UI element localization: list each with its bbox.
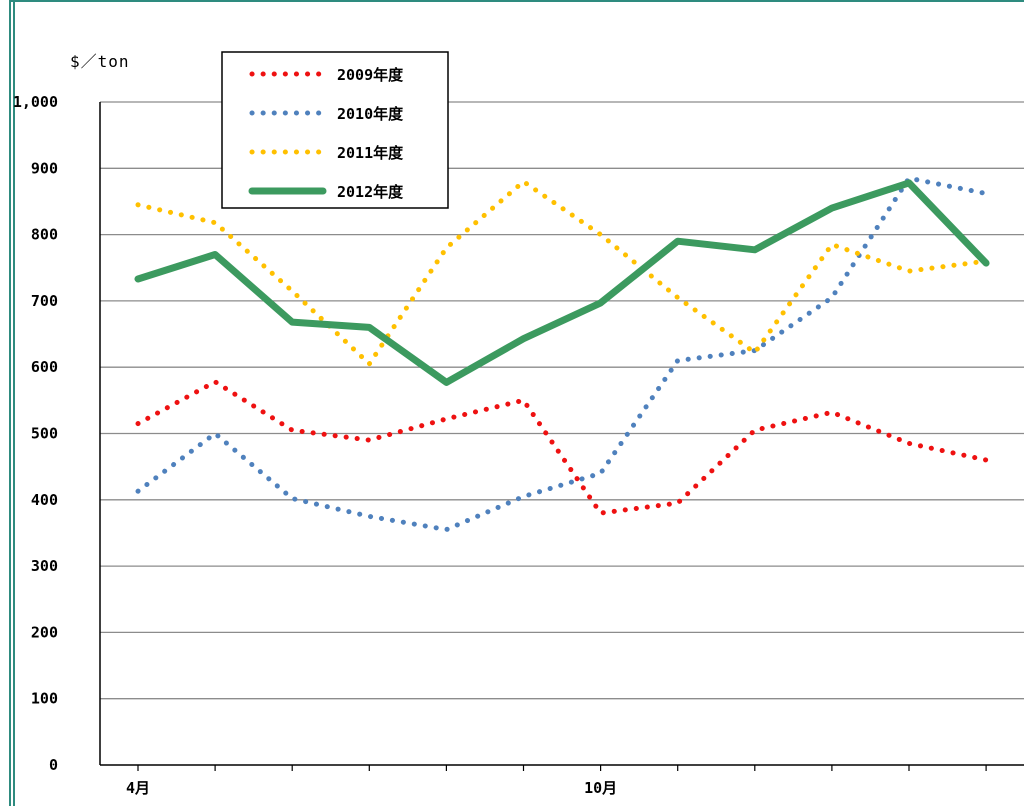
y-axis-ticks: 0 100 200 300 400 500 600 700 800 900 1,000 [13,93,58,774]
y-tick-label: 600 [31,358,58,376]
y-tick-label: 300 [31,557,58,575]
x-tick-label: 10月 [584,779,617,797]
series-line-2009年度 [135,379,989,516]
legend: 2009年度 2010年度 2011年度 2012年度 [221,51,449,209]
y-tick-label: 800 [31,226,58,244]
y-tick-label: 100 [31,690,58,708]
y-tick-label: 200 [31,623,58,641]
y-tick-label: 1,000 [13,93,58,111]
legend-box [221,51,449,209]
legend-label: 2012年度 [337,183,404,201]
x-axis-ticks: 4月 10月 [126,765,987,797]
legend-label: 2010年度 [337,105,404,123]
legend-label: 2009年度 [337,66,404,84]
y-tick-label: 700 [31,292,58,310]
series-lines [134,175,990,533]
series-line-2012年度 [134,179,990,386]
x-tick-label: 4月 [126,779,150,797]
y-tick-label: 0 [49,756,58,774]
y-tick-label: 500 [31,425,58,443]
y-tick-label: 900 [31,159,58,177]
series-line-2010年度 [135,175,989,533]
y-tick-label: 400 [31,491,58,509]
y-axis-unit-label: $／ton [70,52,130,71]
axes [99,102,1024,766]
series-line-2011年度 [135,179,989,367]
legend-label: 2011年度 [337,144,404,162]
